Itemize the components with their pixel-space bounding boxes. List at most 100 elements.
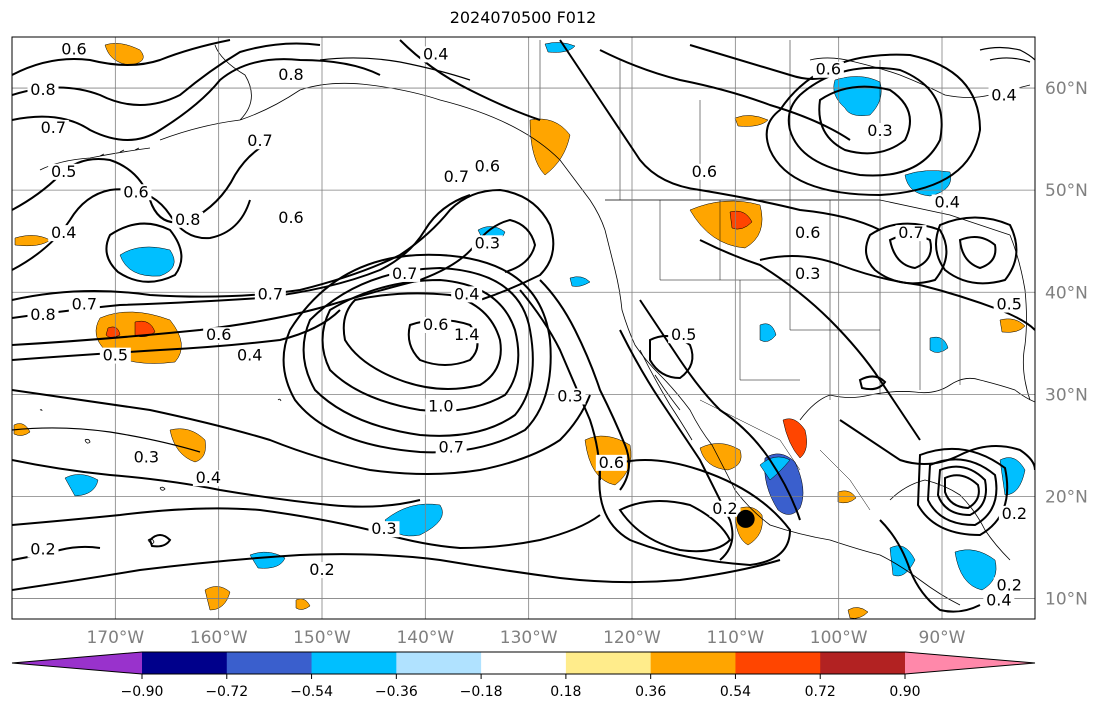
contour-line bbox=[879, 519, 981, 613]
contour-label-bg bbox=[864, 123, 896, 139]
lon-tick-label: 170°W bbox=[86, 628, 144, 648]
contour-line bbox=[12, 427, 201, 453]
contour-label-bg bbox=[668, 327, 700, 344]
lat-tick-label: 30°N bbox=[1045, 385, 1088, 405]
us-canada-border bbox=[605, 199, 1011, 236]
contour-label: 0.3 bbox=[134, 448, 159, 467]
contour-label-bg bbox=[244, 133, 276, 150]
shade-orange bbox=[529, 118, 571, 176]
contour-label-bg bbox=[68, 296, 100, 313]
contour-label-bg bbox=[812, 61, 844, 78]
contour-line bbox=[759, 255, 1035, 331]
shade-orange bbox=[999, 318, 1026, 333]
contour-label: 0.2 bbox=[712, 499, 737, 518]
contour-line bbox=[599, 49, 851, 141]
contour-label-bg bbox=[234, 347, 266, 364]
contour-label-bg bbox=[993, 296, 1025, 313]
colorbar-segment bbox=[735, 652, 821, 674]
contour-line bbox=[519, 289, 601, 481]
shade-orange bbox=[699, 443, 742, 471]
shade-orange bbox=[169, 428, 206, 463]
contour-labels: 0.60.80.70.50.40.60.8 0.60.70.80.70.60.40… bbox=[27, 39, 1030, 610]
contour-line bbox=[148, 534, 172, 548]
contour-label: 0.7 bbox=[72, 295, 97, 314]
contour-line bbox=[12, 194, 471, 319]
contour-label: 0.7 bbox=[898, 223, 923, 242]
contour-label-bg bbox=[172, 211, 204, 228]
contour-label-bg bbox=[988, 87, 1020, 104]
contour-label-bg bbox=[130, 449, 162, 466]
contour-line bbox=[926, 458, 998, 527]
shade-orange bbox=[847, 607, 869, 619]
contour-label: 0.5 bbox=[671, 325, 696, 344]
anomaly-shading bbox=[13, 42, 1026, 619]
shade-blue bbox=[759, 323, 777, 342]
colorbar-segment bbox=[226, 652, 313, 674]
contour-line bbox=[765, 53, 982, 197]
contour-label-bg bbox=[120, 184, 152, 201]
contour-line bbox=[989, 57, 1031, 63]
shade-orange bbox=[837, 490, 857, 504]
contour-label: 1.4 bbox=[454, 325, 479, 344]
contour-lines-thin bbox=[12, 46, 1035, 453]
contour-label: 0.8 bbox=[30, 80, 55, 99]
contour-label: 0.6 bbox=[692, 162, 717, 181]
shade-blue bbox=[929, 336, 949, 353]
contour-label: 0.8 bbox=[278, 65, 303, 84]
contour-label: 0.4 bbox=[454, 284, 479, 303]
shade-red bbox=[105, 326, 121, 338]
colorbar-segment bbox=[650, 652, 736, 674]
contour-label-bg bbox=[58, 41, 90, 58]
contour-label: 0.6 bbox=[123, 182, 148, 201]
contour-label-bg bbox=[993, 577, 1025, 594]
contour-line bbox=[958, 235, 997, 270]
contour-label: 0.3 bbox=[475, 233, 500, 252]
lat-tick-label: 50°N bbox=[1045, 181, 1088, 201]
contour-label: 0.3 bbox=[371, 519, 396, 538]
contour-label: 0.2 bbox=[996, 575, 1021, 594]
contour-label: 0.6 bbox=[61, 39, 86, 58]
contour-line bbox=[619, 329, 734, 561]
colorbar-segment bbox=[142, 652, 228, 674]
contour-label-bg bbox=[425, 398, 457, 415]
contour-label-bg bbox=[203, 327, 235, 344]
contour-label-bg bbox=[420, 46, 452, 63]
contour-label-bg bbox=[792, 265, 824, 282]
lon-tick-label: 110°W bbox=[706, 628, 764, 648]
colorbar: −0.90 −0.72 −0.54 −0.36 −0.18 0.18 0.36 0.54 0.7… bbox=[11, 651, 1036, 700]
colorbar-tick-label: 0.72 bbox=[805, 684, 836, 700]
contour-line bbox=[12, 459, 421, 508]
contour-line bbox=[12, 188, 555, 301]
shade-red bbox=[782, 418, 807, 459]
contour-line bbox=[12, 507, 601, 550]
contour-line bbox=[639, 299, 801, 521]
contour-line bbox=[865, 222, 948, 285]
shade-blue bbox=[64, 474, 99, 497]
contour-label: 0.2 bbox=[30, 540, 55, 559]
contour-line bbox=[839, 419, 1035, 471]
contour-label: 0.4 bbox=[237, 346, 262, 365]
contour-label: 0.4 bbox=[934, 192, 959, 211]
contour-label: 0.7 bbox=[444, 167, 469, 186]
contour-line bbox=[935, 216, 1018, 285]
contour-line bbox=[12, 309, 341, 361]
contour-label: 0.2 bbox=[309, 560, 334, 579]
contour-line bbox=[936, 465, 987, 517]
colorbar-tick-label: −0.54 bbox=[290, 684, 333, 700]
contour-label: 0.7 bbox=[438, 438, 463, 457]
contour-line bbox=[979, 46, 1035, 61]
contour-line bbox=[559, 39, 881, 231]
contour-label-bg bbox=[254, 286, 286, 303]
colorbar-tick-label: −0.36 bbox=[375, 684, 418, 700]
storm-position-marker bbox=[736, 509, 755, 528]
contour-label-bg bbox=[306, 562, 338, 579]
contour-label: 0.4 bbox=[986, 591, 1011, 610]
contour-line bbox=[342, 292, 502, 390]
contour-label: 0.6 bbox=[423, 315, 448, 334]
lon-tick-label: 130°W bbox=[500, 628, 558, 648]
contour-line bbox=[699, 239, 921, 441]
plot-area: 0.60.80.70.50.40.60.8 0.60.70.80.70.60.40… bbox=[12, 37, 1035, 619]
colorbar-segment bbox=[820, 652, 906, 674]
colorbar-segment bbox=[565, 652, 652, 674]
